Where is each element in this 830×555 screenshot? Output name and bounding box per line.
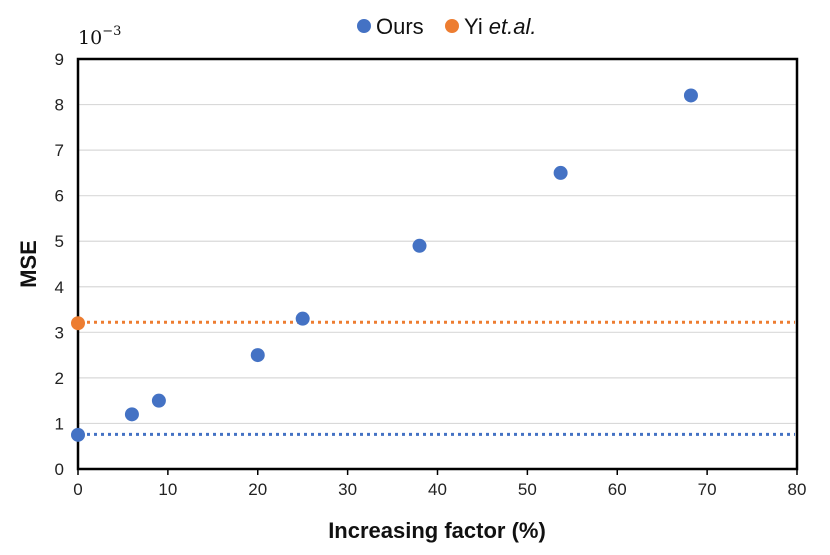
- y-scale-exponent: −3: [102, 24, 121, 39]
- data-point-ours: [151, 393, 166, 408]
- data-points: [71, 88, 698, 442]
- x-tick-label: 70: [698, 480, 717, 499]
- y-tick-label: 3: [55, 323, 64, 342]
- y-tick-label: 0: [55, 460, 64, 479]
- legend-label-ours: Ours: [376, 14, 424, 39]
- data-point-ours: [250, 348, 265, 363]
- x-tick-label: 0: [73, 480, 82, 499]
- x-tick-labels: 0 10 20 30 40 50 60 70 80: [73, 469, 806, 499]
- legend-marker-yi: [445, 19, 459, 33]
- data-point-ours: [553, 165, 568, 180]
- y-tick-label: 8: [55, 96, 64, 115]
- y-tick-label: 2: [55, 369, 64, 388]
- gridlines: [78, 58, 797, 470]
- y-tick-label: 4: [55, 278, 64, 297]
- legend: Ours Yi et.al.: [357, 14, 536, 39]
- data-point-ours: [124, 407, 139, 422]
- y-tick-labels: 0 1 2 3 4 5 6 7 8 9: [55, 50, 64, 479]
- data-point-yi: [71, 316, 85, 331]
- legend-label-yi-name: Yi: [464, 14, 483, 39]
- y-tick-label: 1: [55, 414, 64, 433]
- x-tick-label: 60: [608, 480, 627, 499]
- data-point-ours: [412, 238, 427, 253]
- data-point-ours: [71, 427, 85, 442]
- x-tick-label: 50: [518, 480, 537, 499]
- x-axis-title: Increasing factor (%): [328, 518, 546, 543]
- y-tick-label: 7: [55, 141, 64, 160]
- y-scale-base: 10: [78, 27, 102, 49]
- x-tick-label: 80: [788, 480, 807, 499]
- reference-lines: [80, 320, 795, 436]
- legend-label-yi-etal: et.al.: [489, 14, 537, 39]
- legend-label-yi: Yi et.al.: [464, 14, 536, 39]
- y-scale-factor: 10−3: [78, 24, 121, 49]
- y-axis-title: MSE: [16, 240, 41, 288]
- y-tick-label: 9: [55, 50, 64, 69]
- x-tick-label: 30: [338, 480, 357, 499]
- x-tick-label: 40: [428, 480, 447, 499]
- data-point-ours: [295, 311, 310, 326]
- data-point-ours: [683, 88, 698, 103]
- legend-label-ours-text: Ours: [376, 14, 424, 39]
- y-tick-label: 5: [55, 232, 64, 251]
- legend-marker-ours: [357, 19, 371, 33]
- y-tick-label: 6: [55, 187, 64, 206]
- plot-area-frame: [76, 57, 799, 471]
- x-tick-label: 20: [248, 480, 267, 499]
- x-tick-label: 10: [158, 480, 177, 499]
